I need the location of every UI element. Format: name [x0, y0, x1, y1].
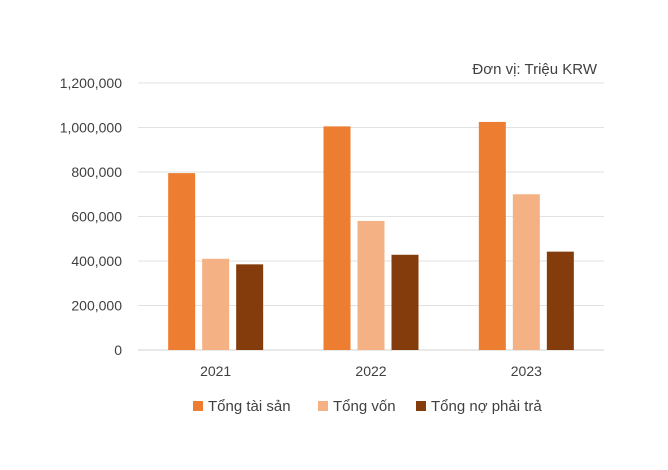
bar-2023-series-2 — [546, 251, 574, 350]
bar-2021-series-2 — [236, 264, 264, 350]
bar-2023-series-0 — [478, 121, 506, 350]
x-tick-label: 2021 — [200, 363, 231, 379]
bar-2022-series-1 — [357, 220, 385, 350]
y-tick-label: 200,000 — [71, 298, 122, 314]
bar-2021-series-0 — [168, 173, 196, 350]
legend-swatch — [416, 401, 426, 411]
x-tick-label: 2022 — [355, 363, 386, 379]
legend: Tổng tài sản Tổng vốn Tổng nợ phải trả — [193, 398, 542, 415]
y-tick-label: 1,000,000 — [60, 120, 122, 136]
legend-label: Tổng nợ phải trả — [431, 398, 542, 415]
legend-label: Tổng tài sản — [208, 398, 291, 415]
bar-2023-series-1 — [512, 194, 540, 350]
bar-2022-series-0 — [323, 126, 351, 350]
y-tick-label: 600,000 — [71, 209, 122, 225]
x-axis: 2021 2022 2023 — [200, 363, 542, 379]
bars — [168, 121, 574, 350]
y-tick-label: 0 — [114, 342, 122, 358]
legend-label: Tổng vốn — [333, 398, 396, 415]
x-tick-label: 2023 — [511, 363, 542, 379]
y-tick-label: 400,000 — [71, 253, 122, 269]
bar-2021-series-1 — [202, 258, 230, 350]
legend-swatch — [193, 401, 203, 411]
y-axis: 0 200,000 400,000 600,000 800,000 1,000,000 1,… — [60, 75, 123, 358]
legend-swatch — [318, 401, 328, 411]
y-tick-label: 1,200,000 — [60, 75, 122, 91]
unit-label: Đơn vị: Triệu KRW — [472, 61, 597, 78]
y-tick-label: 800,000 — [71, 164, 122, 180]
bar-2022-series-2 — [391, 254, 419, 350]
